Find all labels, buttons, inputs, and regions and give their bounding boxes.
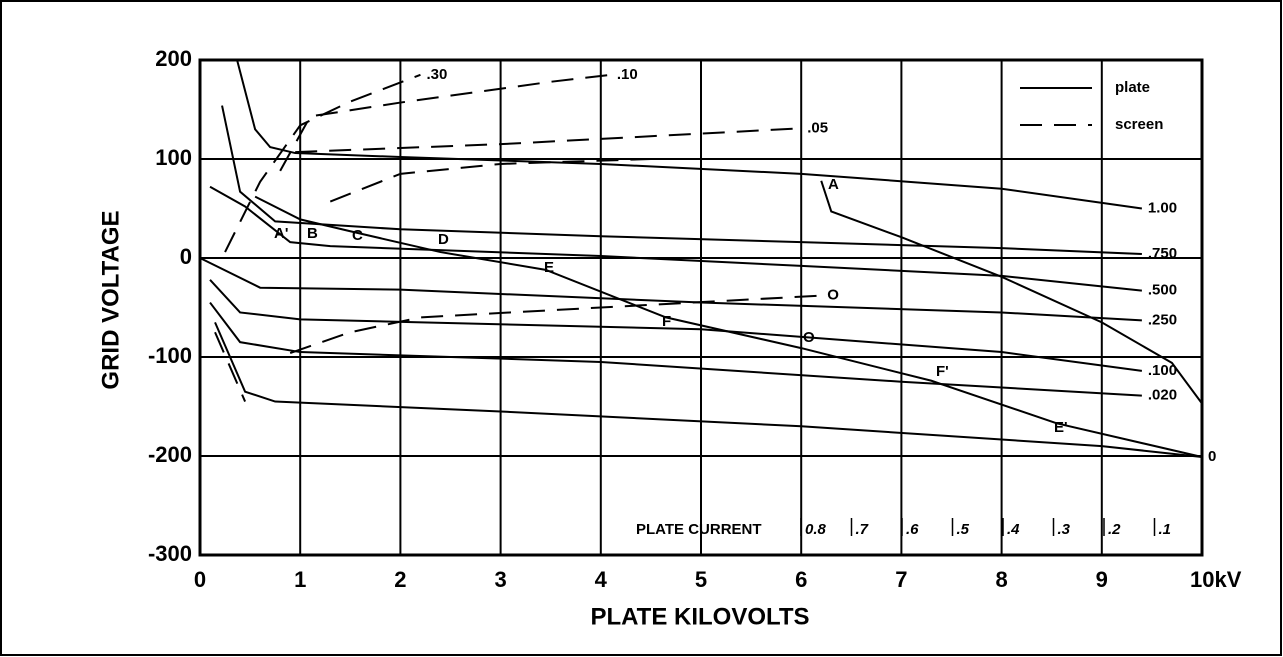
x-tick-label: 2 [394,567,406,592]
curve-label: .500 [1148,282,1177,299]
annotation: B [307,225,318,242]
y-tick-label: 100 [155,145,192,170]
curve-label: .250 [1148,311,1177,328]
annotation: O [803,329,815,346]
curve [221,105,1142,256]
x-tick-label: 0 [194,567,206,592]
annotation: D [438,231,449,248]
curve [209,185,1142,292]
plate-current-value: 0.8 [805,521,827,538]
curve-label: .10 [617,66,638,83]
plate-current-value: .6 [906,521,919,538]
curve [295,127,802,154]
x-tick-label: 7 [895,567,907,592]
plate-current-value: .2 [1108,521,1121,538]
plate-current-value: .3 [1058,521,1071,538]
plate-current-value: .7 [856,521,869,538]
curve [224,73,421,253]
curve-label: 1.00 [1148,199,1177,216]
annotation: F [662,313,671,330]
x-tick-label: 6 [795,567,807,592]
curve-label: .020 [1148,387,1177,404]
plate-current-value: .4 [1007,521,1020,538]
y-tick-label: -100 [148,343,192,368]
y-tick-label: -200 [148,442,192,467]
annotation: A [828,176,839,193]
curve-label: .30 [426,66,447,83]
curve [279,73,611,172]
curve [329,158,651,203]
y-axis-label: GRID VOLTAGE [97,210,124,389]
annotation: A' [274,225,288,242]
curve-label: .750 [1148,245,1177,262]
curve [820,180,1203,405]
curve-label: .05 [807,119,828,136]
x-axis-label: PLATE KILOVOLTS [590,603,809,630]
x-tick-label: 5 [695,567,707,592]
curve-label: O [827,287,839,304]
plot-frame [198,58,1204,557]
curve [214,321,1203,458]
y-tick-label: -300 [148,541,192,566]
legend-label: screen [1115,116,1163,133]
x-tick-label: 8 [995,567,1007,592]
curve [214,331,247,402]
x-tick-label: 4 [595,567,608,592]
curve [199,257,1142,322]
plate-current-value: .1 [1159,521,1172,538]
annotation: F' [936,363,949,380]
annotation: E' [1054,419,1068,436]
x-tick-label: 9 [1096,567,1108,592]
x-tick-label: 10kV [1190,567,1242,592]
curve [254,195,1203,458]
legend-label: plate [1115,79,1150,96]
plate-current-label: PLATE CURRENT [636,521,762,538]
curve [209,279,1143,372]
x-tick-label: 1 [294,567,306,592]
y-tick-label: 0 [180,244,192,269]
curve [289,294,822,354]
x-tick-label: 3 [494,567,506,592]
curve-label: 0 [1208,448,1216,465]
curve-label: .100 [1148,362,1177,379]
y-tick-label: 200 [155,46,192,71]
curve [236,59,1143,210]
annotation: E [544,259,554,276]
annotation: C [352,227,363,244]
plate-current-value: .5 [957,521,970,538]
